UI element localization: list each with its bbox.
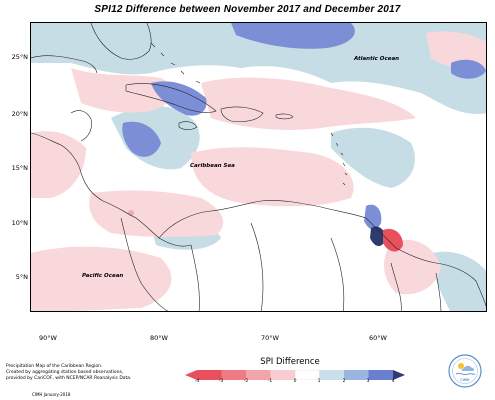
colorbar-tick: 3 bbox=[366, 379, 370, 384]
colorbar-tick: -2 bbox=[243, 379, 249, 384]
colorbar-segment-neg3 bbox=[221, 370, 246, 380]
colorbar-tick: 4 bbox=[391, 379, 395, 384]
page-title: SPI12 Difference between November 2017 a… bbox=[94, 4, 401, 15]
colorbar-tick: -4 bbox=[194, 379, 200, 384]
pink-zone-guiana bbox=[384, 239, 441, 295]
lon-label-80w: 80°W bbox=[150, 334, 168, 342]
lat-label-10n: 10°N bbox=[11, 219, 28, 227]
blue-zone-yucatan bbox=[122, 121, 161, 157]
colorbar-tick: -3 bbox=[218, 379, 224, 384]
colorbar-segment-neg1 bbox=[270, 370, 295, 380]
footer-line: provided by CariCOF, with NCEP/NCAR Rean… bbox=[6, 376, 132, 381]
colorbar-arrow-right bbox=[393, 370, 405, 380]
legend-title: SPI Difference bbox=[260, 357, 320, 367]
colorbar-tick: 1 bbox=[317, 379, 321, 384]
blue-zone-atlantic bbox=[31, 23, 486, 114]
pink-zone-gulf bbox=[71, 68, 174, 113]
coastlines bbox=[31, 23, 486, 311]
label-caribbean-sea: Caribbean Sea bbox=[190, 163, 235, 169]
blue-zone-ne-atlantic bbox=[451, 59, 486, 79]
spi-map bbox=[31, 23, 486, 311]
colorbar-tick: -1 bbox=[267, 379, 273, 384]
blue-zone-north-atlantic bbox=[231, 23, 355, 49]
blue-zone-trinidad bbox=[364, 204, 382, 230]
blue-zone-se bbox=[431, 251, 486, 311]
blue-zone-cuba bbox=[151, 81, 207, 116]
colorbar-segment-2 bbox=[344, 370, 369, 380]
colorbar-segment-1 bbox=[319, 370, 344, 380]
blue-zone-orinoco-dark bbox=[370, 226, 386, 247]
label-atlantic-ocean: Atlantic Ocean bbox=[354, 56, 400, 62]
pink-zone-hispaniola bbox=[201, 77, 416, 130]
red-zone-orinoco bbox=[383, 228, 403, 252]
lat-label-5n: 5°N bbox=[15, 273, 28, 281]
credit-text: CIMH January-2018 bbox=[32, 392, 71, 397]
pink-zone-west bbox=[31, 131, 86, 198]
footer-description: Precipitation Map of the Caribbean Regio… bbox=[6, 364, 166, 382]
map-area bbox=[30, 22, 487, 312]
colorbar bbox=[185, 370, 405, 380]
lat-label-20n: 20°N bbox=[11, 110, 28, 118]
footer-line: Precipitation Map of the Caribbean Regio… bbox=[6, 364, 103, 369]
colorbar-tick: 0 bbox=[293, 379, 297, 384]
pink-zone-central bbox=[191, 147, 354, 207]
colorbar-segment-neg2 bbox=[246, 370, 271, 380]
footer-line: Created by aggregating station based obs… bbox=[6, 370, 124, 375]
lon-label-60w: 60°W bbox=[369, 334, 387, 342]
colorbar-segment-neg4 bbox=[197, 370, 222, 380]
lat-label-25n: 25°N bbox=[11, 53, 28, 61]
blue-zone-east bbox=[331, 127, 415, 188]
colorbar-arrow-left bbox=[185, 370, 197, 380]
colorbar-tick: 2 bbox=[342, 379, 346, 384]
lon-label-90w: 90°W bbox=[39, 334, 57, 342]
cimh-logo: CIMH bbox=[448, 354, 482, 388]
colorbar-segment-3 bbox=[368, 370, 393, 380]
logo-text: CIMH bbox=[460, 378, 469, 382]
lat-label-15n: 15°N bbox=[11, 164, 28, 172]
label-pacific-ocean: Pacific Ocean bbox=[82, 273, 124, 279]
pink-zone-pacific bbox=[31, 246, 172, 311]
lon-label-70w: 70°W bbox=[261, 334, 279, 342]
